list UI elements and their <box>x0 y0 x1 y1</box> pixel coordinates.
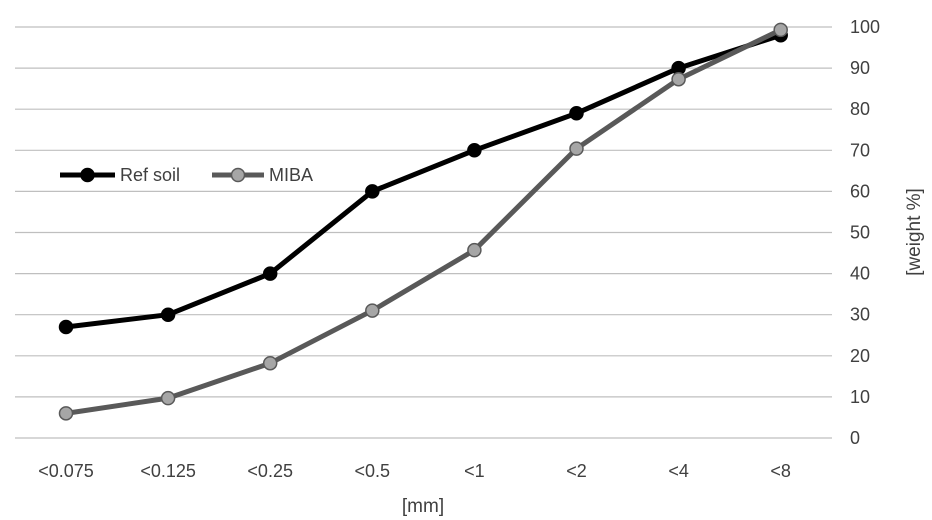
data-point <box>58 406 74 421</box>
data-point <box>160 390 176 406</box>
data-point <box>262 355 278 371</box>
legend-label: MIBA <box>269 165 313 185</box>
x-tick-label: <1 <box>464 461 485 481</box>
data-point <box>262 266 278 281</box>
x-tick-label: <4 <box>668 461 689 481</box>
series-line <box>63 27 784 416</box>
y-tick-label: 50 <box>850 223 870 243</box>
series-line <box>63 32 784 330</box>
legend-marker <box>80 167 95 183</box>
x-axis-title: [mm] <box>402 496 444 517</box>
y-tick-label: 100 <box>850 17 880 37</box>
legend-marker <box>230 167 246 183</box>
x-axis-ticks: <0.075 <0.125 <0.25 <0.5 <1 <2 <4 <8 <box>38 461 791 481</box>
x-tick-label: <8 <box>770 461 791 481</box>
data-point <box>773 22 788 38</box>
y-tick-label: 60 <box>850 181 870 201</box>
data-point <box>58 319 74 335</box>
legend: Ref soil MIBA <box>60 165 313 185</box>
legend-label: Ref soil <box>120 165 180 185</box>
y-tick-label: 40 <box>850 264 870 284</box>
data-point <box>160 307 176 322</box>
data-point <box>569 106 584 121</box>
x-tick-label: <0.075 <box>38 461 94 481</box>
y-tick-label: 30 <box>850 305 870 325</box>
gridlines <box>15 26 832 439</box>
legend-item-1: MIBA <box>212 165 313 185</box>
x-tick-label: <0.125 <box>140 461 196 481</box>
x-tick-label: <2 <box>566 461 587 481</box>
data-point <box>467 242 482 258</box>
y-axis-ticks: 0 10 20 30 40 50 60 70 80 90 100 <box>850 17 880 448</box>
series-0 <box>58 27 788 335</box>
series-1 <box>58 22 788 421</box>
x-tick-label: <0.25 <box>247 461 293 481</box>
y-tick-label: 20 <box>850 346 870 366</box>
x-tick-label: <0.5 <box>355 461 391 481</box>
data-point <box>569 141 584 156</box>
y-tick-label: 90 <box>850 58 870 78</box>
y-tick-label: 10 <box>850 387 870 407</box>
data-point <box>671 71 686 87</box>
y-tick-label: 80 <box>850 99 870 119</box>
data-point <box>365 184 380 199</box>
y-tick-label: 0 <box>850 428 860 448</box>
series-layer <box>58 22 788 421</box>
legend-item-0: Ref soil <box>60 165 180 185</box>
y-axis-title: [weight %] <box>904 188 925 276</box>
data-point <box>365 303 380 318</box>
y-tick-label: 70 <box>850 140 870 160</box>
data-point <box>467 143 482 158</box>
